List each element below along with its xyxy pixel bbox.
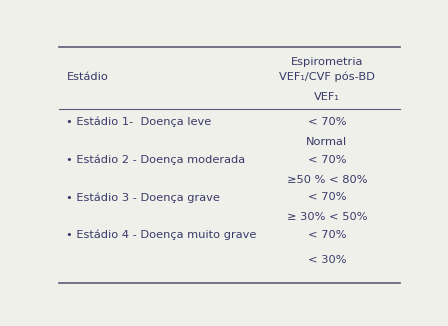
Text: Normal: Normal [306,137,347,147]
Text: ≥ 30% < 50%: ≥ 30% < 50% [287,212,367,222]
Text: Estádio: Estádio [66,72,108,82]
Text: < 70%: < 70% [308,192,346,202]
Text: Espirometria: Espirometria [291,57,363,67]
Text: < 70%: < 70% [308,230,346,240]
Text: VEF₁/CVF pós-BD: VEF₁/CVF pós-BD [279,72,375,82]
Text: < 70%: < 70% [308,155,346,165]
Text: • Estádio 1-  Doença leve: • Estádio 1- Doença leve [66,117,211,127]
Text: < 30%: < 30% [308,255,346,265]
Text: VEF₁: VEF₁ [314,92,340,102]
Text: ≥50 % < 80%: ≥50 % < 80% [287,175,367,185]
Text: • Estádio 4 - Doença muito grave: • Estádio 4 - Doença muito grave [66,230,257,240]
Text: • Estádio 3 - Doença grave: • Estádio 3 - Doença grave [66,192,220,203]
Text: • Estádio 2 - Doença moderada: • Estádio 2 - Doença moderada [66,155,246,165]
Text: < 70%: < 70% [308,117,346,127]
